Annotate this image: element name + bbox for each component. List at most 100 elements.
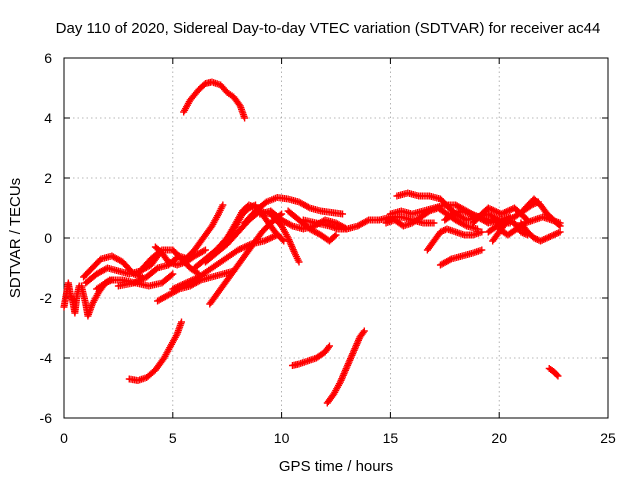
data-point-marker [237,245,245,252]
x-tick-label: 15 [383,430,399,446]
data-point-marker [555,221,563,229]
data-point-marker [172,284,180,291]
data-point-marker [188,276,196,284]
data-point-marker [325,342,333,350]
data-point-marker [174,283,182,291]
data-point-marker [262,236,270,244]
data-point-marker [446,256,454,264]
data-point-marker [537,237,545,245]
data-point-marker [517,228,525,236]
data-point-marker [484,204,492,212]
data-point-marker [522,230,530,238]
data-point-marker [478,228,486,236]
series-arc-01 [180,78,249,122]
data-point-marker [157,247,165,255]
data-point-marker [546,233,554,240]
data-point-marker [331,232,339,240]
data-point-marker [267,234,275,242]
x-tick-label: 10 [274,430,290,446]
series-arc-15 [169,231,281,293]
data-point-marker [494,209,502,216]
data-point-marker [461,221,469,229]
data-point-marker [236,245,244,253]
data-point-marker [554,372,562,380]
data-point-marker [280,237,288,245]
data-point-marker [170,284,178,292]
series-arc-06 [60,279,83,317]
data-point-marker [363,217,371,225]
x-axis-title: GPS time / hours [279,458,393,475]
y-tick-labels: -6 -4 -2 0 2 4 6 [40,50,53,426]
axis-ticks [63,57,609,419]
x-tick-label: 25 [600,430,616,446]
y-axis-title: SDTVAR / TECUs [7,178,24,298]
data-point-marker [234,246,242,254]
y-tick-label: -4 [40,350,53,366]
data-point-marker [135,277,143,285]
series-arc-36 [489,216,531,245]
data-point-marker [359,329,367,336]
data-point-marker [180,280,188,288]
data-point-marker [179,281,187,288]
data-point-marker [556,222,564,230]
data-point-marker [519,229,527,237]
data-point-marker [360,327,368,335]
data-point-marker [523,231,531,239]
data-point-marker [486,205,494,213]
data-point-marker [506,217,514,225]
data-point-marker [553,230,561,237]
series-arc-23 [284,207,340,245]
data-point-marker [130,279,138,287]
data-point-marker [332,231,340,239]
series-arc-03 [288,342,333,369]
data-point-marker [491,207,499,215]
data-point-marker [530,234,538,242]
series-arc-02 [125,318,186,384]
data-point-marker [488,206,496,213]
data-point-marker [438,227,446,235]
data-point-marker [473,225,481,233]
data-point-marker [489,206,497,214]
data-markers [60,78,564,407]
y-tick-label: 2 [44,170,52,186]
data-point-marker [504,216,512,224]
data-point-marker [190,275,198,283]
data-point-marker [554,229,562,237]
data-point-marker [169,270,177,278]
data-point-marker [504,207,512,215]
data-point-marker [260,237,268,245]
data-point-marker [241,243,249,251]
data-point-marker [138,275,146,283]
x-tick-labels: 0 5 10 15 20 25 [60,430,616,446]
data-point-marker [131,278,139,286]
data-point-marker [507,218,515,225]
series-arc-13 [136,246,203,278]
data-point-marker [182,279,190,287]
data-point-marker [440,227,448,234]
data-point-marker [541,235,549,243]
data-point-marker [540,236,548,243]
y-tick-label: -2 [40,290,53,306]
series-arc-19 [206,210,286,308]
data-point-marker [287,221,295,229]
data-point-marker [268,233,276,241]
data-point-marker [520,230,528,237]
data-point-marker [448,211,456,219]
data-point-marker [175,282,183,290]
series-arc-21 [241,194,347,227]
data-point-marker [295,258,303,266]
x-tick-label: 0 [60,430,68,446]
data-point-marker [242,242,250,250]
data-point-marker [265,235,273,243]
series-arc-30 [436,246,486,269]
chart-title: Day 110 of 2020, Sidereal Day-to-day VTE… [56,20,601,37]
series-arc-16 [182,201,227,263]
data-point-marker [553,371,561,379]
data-point-marker [436,228,444,236]
data-point-marker [506,206,514,214]
data-point-marker [104,277,112,285]
data-point-marker [324,344,332,351]
data-point-marker [550,231,558,239]
data-point-marker [239,244,247,252]
data-point-marker [304,203,312,211]
